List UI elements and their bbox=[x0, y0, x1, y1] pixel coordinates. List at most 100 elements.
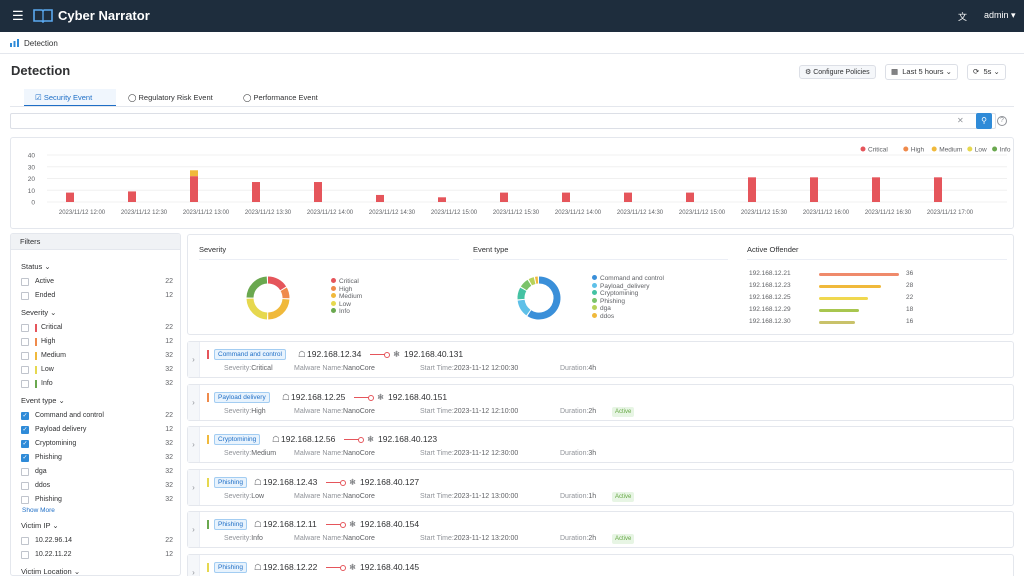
event-card[interactable]: › Phishing ☖ 192.168.12.11 ❄ 192.168.40.154 Se… bbox=[187, 511, 1014, 548]
destination-ip[interactable]: 192.168.40.131 bbox=[404, 349, 464, 359]
source-ip[interactable]: 192.168.12.34 bbox=[307, 349, 362, 359]
user-menu[interactable]: admin ▾ bbox=[984, 10, 1016, 21]
checkbox[interactable]: ✓ bbox=[21, 454, 29, 462]
expand-chevron-icon[interactable]: › bbox=[188, 469, 200, 505]
filter-group-status[interactable]: Status ⌄ bbox=[21, 262, 51, 271]
donut-slice[interactable] bbox=[267, 298, 290, 320]
checkbox[interactable] bbox=[21, 278, 29, 286]
search-button[interactable]: ⚲ bbox=[976, 113, 992, 129]
bar-critical[interactable] bbox=[66, 192, 74, 202]
tab-regulatory-risk-event[interactable]: ◯ Regulatory Risk Event bbox=[128, 89, 228, 107]
filter-group-victim_location[interactable]: Victim Location ⌄ bbox=[21, 567, 80, 575]
checkbox[interactable] bbox=[21, 352, 29, 360]
event-card[interactable]: › Command and control ☖ 192.168.12.34 ❄ 192.1… bbox=[187, 341, 1014, 378]
translate-icon[interactable]: 文 bbox=[958, 12, 968, 22]
bar-medium[interactable] bbox=[190, 170, 198, 177]
filter-option[interactable]: Ended 12 bbox=[21, 290, 173, 302]
donut-slice[interactable] bbox=[246, 276, 268, 298]
filter-option[interactable]: 10.22.11.22 12 bbox=[21, 549, 173, 561]
bar-critical[interactable] bbox=[438, 197, 446, 202]
source-ip[interactable]: 192.168.12.56 bbox=[281, 434, 336, 444]
destination-ip[interactable]: 192.168.40.123 bbox=[378, 434, 438, 444]
destination-ip[interactable]: 192.168.40.145 bbox=[360, 561, 420, 572]
checkbox[interactable] bbox=[21, 292, 29, 300]
checkbox[interactable] bbox=[21, 366, 29, 374]
donut-slice[interactable] bbox=[246, 298, 268, 320]
show-more-link[interactable]: Show More bbox=[22, 507, 55, 514]
bar-critical[interactable] bbox=[624, 192, 632, 202]
checkbox[interactable]: ✓ bbox=[21, 412, 29, 420]
filter-option[interactable]: Phishing 32 bbox=[21, 494, 173, 506]
expand-chevron-icon[interactable]: › bbox=[188, 512, 200, 547]
filter-option[interactable]: 10.22.96.14 22 bbox=[21, 535, 173, 547]
source-ip[interactable]: 192.168.12.43 bbox=[263, 476, 318, 487]
checkbox[interactable] bbox=[21, 482, 29, 490]
offender-bar[interactable] bbox=[819, 321, 855, 324]
filter-option[interactable]: ✓ Phishing 32 bbox=[21, 452, 173, 464]
search-input[interactable] bbox=[10, 113, 996, 129]
event-card[interactable]: › Phishing ☖ 192.168.12.22 ❄ 192.168.40.145 bbox=[187, 553, 1014, 576]
filter-option[interactable]: ✓ Command and control 22 bbox=[21, 410, 173, 422]
donut-slice[interactable] bbox=[280, 287, 290, 299]
donut-slice[interactable] bbox=[528, 277, 536, 286]
filter-group-victim_ip[interactable]: Victim IP ⌄ bbox=[21, 521, 59, 530]
filter-group-severity[interactable]: Severity ⌄ bbox=[21, 308, 56, 317]
checkbox[interactable] bbox=[21, 496, 29, 504]
filter-option[interactable]: Active 22 bbox=[21, 276, 173, 288]
bar-critical[interactable] bbox=[190, 176, 198, 202]
destination-ip[interactable]: 192.168.40.154 bbox=[360, 519, 420, 529]
filter-option[interactable]: ✓ Cryptomining 32 bbox=[21, 438, 173, 450]
tab-security-event[interactable]: ☑ Security Event bbox=[24, 89, 116, 107]
breadcrumb-label[interactable]: Detection bbox=[24, 39, 58, 48]
clear-filter-icon[interactable]: ✕ bbox=[957, 116, 964, 125]
donut-slice[interactable] bbox=[517, 299, 531, 316]
filter-option[interactable]: Info 32 bbox=[21, 378, 173, 390]
checkbox[interactable] bbox=[21, 380, 29, 388]
expand-chevron-icon[interactable]: › bbox=[188, 554, 200, 576]
checkbox[interactable] bbox=[21, 468, 29, 476]
checkbox[interactable] bbox=[21, 338, 29, 346]
expand-chevron-icon[interactable]: › bbox=[188, 342, 200, 377]
filter-option[interactable]: Medium 32 bbox=[21, 350, 173, 362]
filter-group-event_type[interactable]: Event type ⌄ bbox=[21, 396, 65, 405]
event-card[interactable]: › Phishing ☖ 192.168.12.43 ❄ 192.168.40.127 Se… bbox=[187, 468, 1014, 506]
donut-slice[interactable] bbox=[520, 279, 532, 291]
expand-chevron-icon[interactable]: › bbox=[188, 427, 200, 462]
event-card[interactable]: › Cryptomining ☖ 192.168.12.56 ❄ 192.168.40.1… bbox=[187, 426, 1014, 463]
bar-critical[interactable] bbox=[810, 177, 818, 202]
configure-policies-button[interactable]: ⚙ Configure Policies bbox=[799, 65, 876, 79]
offender-bar[interactable] bbox=[819, 285, 882, 288]
tab-performance-event[interactable]: ◯ Performance Event bbox=[243, 89, 343, 107]
source-ip[interactable]: 192.168.12.25 bbox=[291, 391, 346, 402]
bar-critical[interactable] bbox=[934, 177, 942, 202]
hamburger-icon[interactable]: ☰ bbox=[12, 8, 24, 23]
source-ip[interactable]: 192.168.12.22 bbox=[263, 561, 318, 572]
bar-critical[interactable] bbox=[872, 177, 880, 202]
filter-option[interactable]: Critical 22 bbox=[21, 322, 173, 334]
filter-option[interactable]: Low 32 bbox=[21, 364, 173, 376]
source-ip[interactable]: 192.168.12.11 bbox=[263, 519, 317, 529]
destination-ip[interactable]: 192.168.40.127 bbox=[360, 476, 420, 487]
event-card[interactable]: › Payload delivery ☖ 192.168.12.25 ❄ 192.168.… bbox=[187, 383, 1014, 421]
expand-chevron-icon[interactable]: › bbox=[188, 384, 200, 420]
bar-critical[interactable] bbox=[252, 182, 260, 202]
donut-slice[interactable] bbox=[517, 287, 527, 300]
filter-option[interactable]: High 12 bbox=[21, 336, 173, 348]
checkbox[interactable]: ✓ bbox=[21, 440, 29, 448]
filter-option[interactable]: ✓ Payload delivery 12 bbox=[21, 424, 173, 436]
checkbox[interactable] bbox=[21, 324, 29, 332]
time-range-select[interactable]: ▦ Last 5 hours ⌄ bbox=[885, 64, 958, 80]
bar-critical[interactable] bbox=[562, 192, 570, 202]
bar-critical[interactable] bbox=[686, 192, 694, 202]
bar-critical[interactable] bbox=[128, 191, 136, 202]
offender-bar[interactable] bbox=[819, 297, 868, 300]
checkbox[interactable] bbox=[21, 537, 29, 545]
bar-critical[interactable] bbox=[314, 182, 322, 202]
offender-bar[interactable] bbox=[819, 309, 859, 312]
bar-critical[interactable] bbox=[376, 194, 384, 202]
bar-critical[interactable] bbox=[500, 192, 508, 202]
donut-slice[interactable] bbox=[527, 276, 561, 320]
filter-option[interactable]: ddos 32 bbox=[21, 480, 173, 492]
offender-bar[interactable] bbox=[819, 273, 899, 276]
filter-option[interactable]: dga 32 bbox=[21, 466, 173, 478]
